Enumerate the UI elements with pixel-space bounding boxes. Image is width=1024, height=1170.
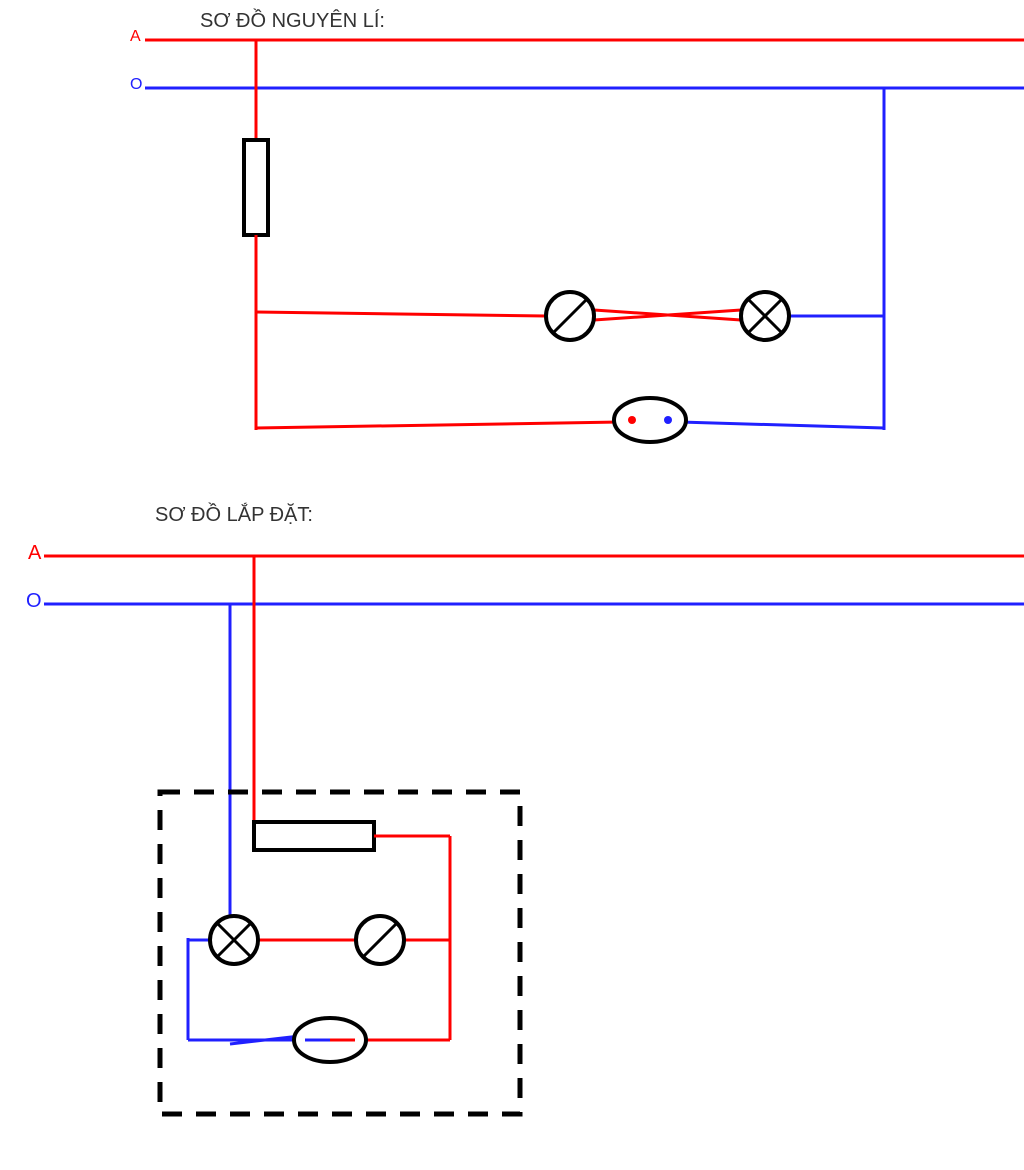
d2-title: SƠ ĐỒ LẮP ĐẶT: [155,504,313,527]
d1-label-a: A [130,28,141,46]
d2-label-a: A [28,542,41,565]
d1-blue-h-bot [680,422,884,428]
d1-red-h-mid [256,312,546,316]
d1-red-h-bot [256,422,620,428]
circuit-diagram-svg [0,0,1024,1170]
d2-label-o: O [26,590,42,613]
d2-fuse [254,822,374,850]
diagram2-group [44,556,1024,1114]
d1-outlet-icon [614,398,686,442]
d1-outlet-dot1 [628,416,636,424]
diagram1-group [145,40,1024,442]
d1-fuse [244,140,268,235]
d1-title: SƠ ĐỒ NGUYÊN LÍ: [200,10,385,33]
d1-outlet-dot2 [664,416,672,424]
d1-label-o: O [130,76,142,94]
